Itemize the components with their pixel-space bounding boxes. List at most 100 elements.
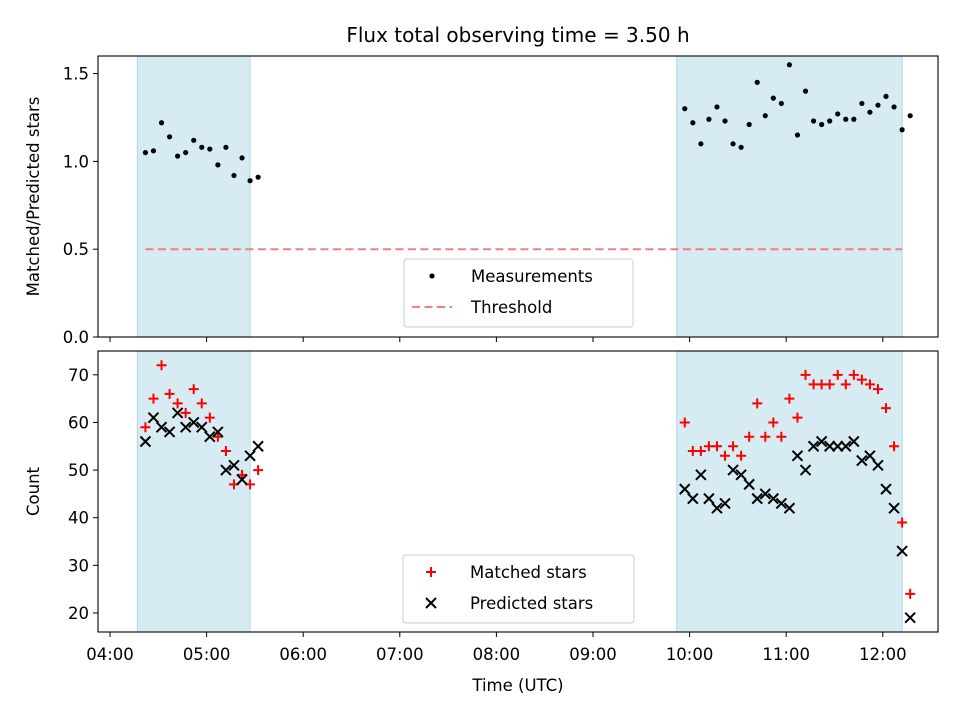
x-tick-label: 05:00 xyxy=(183,645,231,664)
data-point xyxy=(207,146,213,152)
data-point xyxy=(706,116,712,122)
observing-window-2 xyxy=(676,350,903,633)
data-point xyxy=(252,440,264,452)
data-point xyxy=(880,483,892,495)
x-tick-label: 12:00 xyxy=(859,645,907,664)
data-point xyxy=(687,492,699,505)
data-point xyxy=(188,384,199,395)
legend: Measurements Threshold xyxy=(403,258,634,328)
data-point xyxy=(196,398,207,409)
data-point xyxy=(220,464,232,476)
axes-frame xyxy=(97,350,939,633)
data-point xyxy=(759,488,771,500)
x-tick-label: 10:00 xyxy=(666,645,714,664)
legend: Matched stars Predicted stars xyxy=(402,554,635,624)
data-point xyxy=(212,426,224,438)
data-point xyxy=(792,412,803,423)
data-point xyxy=(754,79,760,85)
data-point xyxy=(775,497,788,510)
x-tick-label: 09:00 xyxy=(569,645,617,664)
data-point xyxy=(155,421,168,433)
data-point xyxy=(711,502,723,514)
axes-frame xyxy=(97,55,939,338)
data-point xyxy=(843,116,849,122)
data-point xyxy=(191,137,197,143)
data-point xyxy=(888,502,900,514)
data-point xyxy=(142,149,149,156)
data-point xyxy=(819,121,825,128)
data-point xyxy=(875,102,881,108)
data-point xyxy=(140,422,151,433)
panel-1: 0.0 0.5 1.0 1.5 Matched/Predicted stars Flux … xyxy=(24,23,939,347)
y-tick-label: 60 xyxy=(68,413,89,432)
legend-marker-plus xyxy=(426,567,436,577)
data-point xyxy=(851,116,857,122)
data-point xyxy=(835,111,841,117)
panel-2: 20 30 40 50 60 70 04:00 05:00 06:00 07:00 08:00 09:… xyxy=(24,350,939,695)
data-point xyxy=(720,450,731,461)
observing-window-1 xyxy=(136,55,251,338)
data-point xyxy=(244,450,256,462)
data-point xyxy=(730,141,736,147)
data-point xyxy=(896,545,908,557)
data-point xyxy=(872,459,884,472)
data-point xyxy=(204,412,215,423)
y-tick-label: 50 xyxy=(68,461,89,480)
data-point xyxy=(883,93,889,99)
data-point xyxy=(253,465,264,476)
observing-window-2 xyxy=(676,55,903,338)
y-tick-label: 0.5 xyxy=(63,240,89,259)
y-tick-label: 20 xyxy=(68,604,89,623)
legend-marker-x xyxy=(425,597,437,609)
data-point xyxy=(827,118,833,124)
data-point xyxy=(776,431,787,442)
data-point xyxy=(703,492,715,505)
data-point xyxy=(783,502,796,514)
data-point xyxy=(848,435,860,448)
data-point xyxy=(722,118,728,124)
data-point xyxy=(799,464,812,476)
data-point xyxy=(867,109,873,115)
data-point xyxy=(899,127,905,133)
legend-label: Matched stars xyxy=(470,563,587,582)
y-tick-label: 0.0 xyxy=(63,328,89,347)
y-tick-label: 40 xyxy=(68,509,89,528)
chart-title: Flux total observing time = 3.50 h xyxy=(346,23,689,47)
data-point xyxy=(897,517,908,528)
x-tick-label: 06:00 xyxy=(279,645,327,664)
data-point xyxy=(728,441,739,452)
x-tick-label: 07:00 xyxy=(376,645,424,664)
data-point xyxy=(794,132,801,138)
data-point xyxy=(810,118,817,124)
data-point xyxy=(778,100,784,107)
data-point xyxy=(236,473,248,486)
legend-label: Measurements xyxy=(471,267,593,286)
data-point xyxy=(907,113,913,119)
data-point xyxy=(767,492,780,505)
data-point xyxy=(237,469,248,480)
data-point xyxy=(150,148,157,154)
x-tick-label: 04:00 xyxy=(86,645,134,664)
data-point xyxy=(752,398,763,409)
data-point xyxy=(163,426,176,438)
data-point xyxy=(147,411,160,424)
data-point xyxy=(848,369,859,380)
series-measurements xyxy=(142,62,913,184)
data-point xyxy=(746,121,752,128)
data-point xyxy=(188,416,200,429)
data-point xyxy=(738,144,744,150)
legend-label: Predicted stars xyxy=(470,594,593,613)
data-point xyxy=(719,497,731,510)
data-point xyxy=(786,62,793,68)
data-point xyxy=(751,492,763,505)
y-tick-label: 70 xyxy=(68,366,89,385)
legend-marker-dot xyxy=(429,273,435,279)
data-point xyxy=(228,459,240,472)
data-point xyxy=(682,106,688,112)
data-point xyxy=(736,450,747,461)
data-point xyxy=(744,431,755,442)
x-tick-label: 08:00 xyxy=(473,645,521,664)
data-point xyxy=(220,446,231,457)
data-point xyxy=(695,446,706,457)
data-point xyxy=(215,162,221,168)
